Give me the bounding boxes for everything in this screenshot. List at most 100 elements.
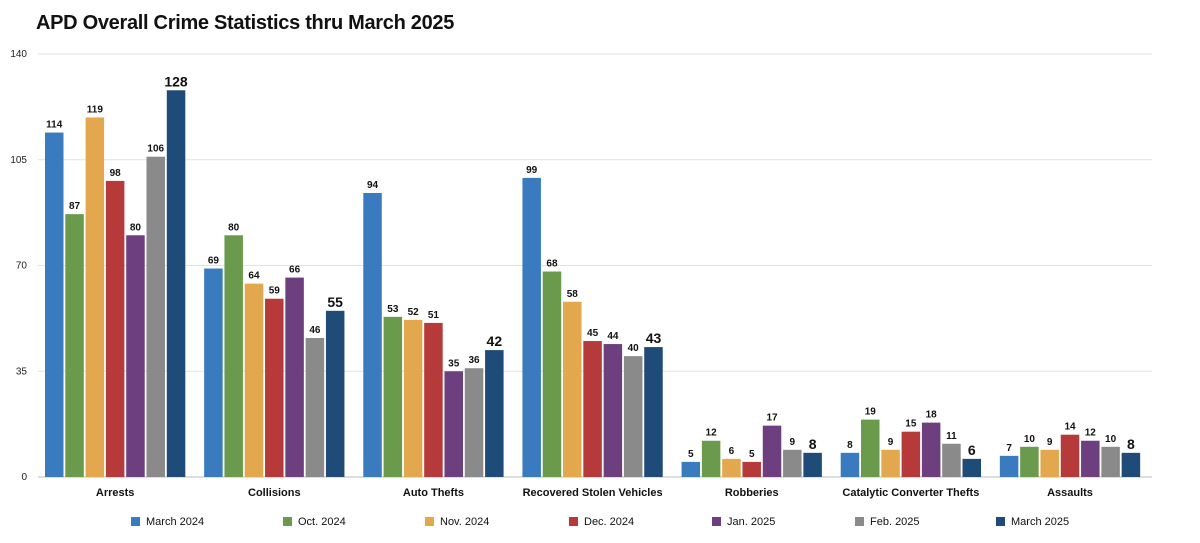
bar [861,419,880,477]
bar [363,192,382,477]
bar [701,440,721,477]
bar [840,452,860,477]
data-label: 87 [69,201,81,212]
data-label: 66 [289,265,301,276]
bar [265,298,284,477]
category-label: Assaults [1047,487,1093,499]
data-label: 64 [248,271,260,282]
data-label: 9 [888,437,894,448]
bar [244,283,264,477]
data-label: 14 [1064,422,1076,433]
y-tick-label: 0 [21,472,27,483]
bar [901,431,921,477]
data-label: 119 [87,104,104,115]
data-label: 18 [926,410,938,421]
bar [942,443,961,477]
data-label: 10 [1024,434,1036,445]
legend-swatch [855,517,864,526]
bar [921,422,941,477]
data-label: 98 [110,168,122,179]
category-label: Auto Thefts [403,487,464,499]
y-tick-label: 35 [16,366,28,377]
bar [146,156,165,477]
legend-swatch [712,517,721,526]
bar [1101,446,1120,477]
data-label: 5 [688,449,694,460]
bar [962,458,982,477]
data-label: 12 [1085,428,1097,439]
legend-label: Dec. 2024 [584,516,634,528]
category-label: Robberies [725,487,779,499]
data-label: 128 [164,73,188,89]
bar [45,132,64,478]
data-label: 45 [587,328,599,339]
bar [403,319,423,477]
bar [1020,446,1039,477]
legend-swatch [425,517,434,526]
data-label: 36 [468,355,480,366]
data-label: 6 [729,446,735,457]
data-label: 43 [646,330,662,346]
category-label: Catalytic Converter Thefts [842,487,979,499]
data-label: 80 [228,222,240,233]
data-label: 15 [905,419,917,430]
bar [563,301,582,477]
data-label: 10 [1105,434,1117,445]
bar [783,449,802,477]
bar [803,452,822,477]
bar [285,277,304,477]
data-label: 40 [628,343,640,354]
bar [325,310,345,477]
bar [1081,440,1100,477]
bar [424,322,443,477]
data-label: 7 [1006,443,1012,454]
y-tick-label: 140 [10,49,27,60]
bar [603,344,623,477]
data-label: 55 [327,294,343,310]
data-label: 80 [130,222,142,233]
category-label: Arrests [96,487,135,499]
data-label: 94 [367,180,379,191]
data-label: 8 [1127,436,1135,452]
bar [464,368,484,477]
bar [383,316,403,477]
data-label: 44 [607,331,619,342]
data-label: 42 [487,333,503,349]
data-label: 5 [749,449,755,460]
bar [762,425,782,477]
legend-swatch [131,517,140,526]
legend-label: Oct. 2024 [298,516,346,528]
bar [85,117,105,477]
bar [1121,452,1141,477]
data-label: 114 [46,120,63,131]
y-tick-label: 70 [16,261,28,272]
data-label: 106 [147,144,164,155]
bar [681,461,701,477]
category-label: Recovered Stolen Vehicles [523,487,663,499]
y-tick-label: 105 [10,155,27,166]
bar [999,455,1019,477]
data-label: 46 [309,325,321,336]
chart-title: APD Overall Crime Statistics thru March … [36,12,455,34]
data-label: 9 [1047,437,1053,448]
category-label: Collisions [248,487,301,499]
data-label: 51 [428,310,440,321]
legend-swatch [996,517,1005,526]
legend-label: March 2024 [146,516,204,528]
data-label: 19 [865,407,877,418]
data-label: 53 [387,304,399,315]
bar [522,177,541,477]
bar [65,214,84,477]
bar [1040,449,1059,477]
data-label: 52 [408,307,420,318]
legend-swatch [283,517,292,526]
data-label: 35 [448,358,460,369]
data-label: 59 [269,286,281,297]
bar [204,268,223,477]
data-label: 6 [968,442,976,458]
data-label: 99 [526,165,538,176]
data-label: 9 [790,437,796,448]
data-label: 8 [847,440,853,451]
legend-label: Jan. 2025 [727,516,775,528]
bar [485,350,504,477]
